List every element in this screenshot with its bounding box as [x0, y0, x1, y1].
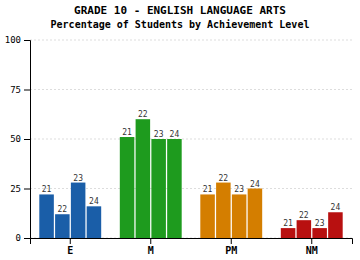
bar-label: 23: [73, 174, 83, 183]
bars: [39, 119, 342, 238]
x-axis: E M PM NM: [31, 238, 353, 256]
y-tick: 25: [10, 184, 30, 194]
x-axis-line: [31, 239, 353, 245]
bar-label: 21: [122, 128, 132, 137]
bar: [120, 137, 135, 238]
bar: [55, 214, 70, 238]
x-tick-mark: [70, 238, 71, 244]
bar-label: 21: [203, 185, 213, 194]
y-tick-label: 0: [16, 233, 21, 243]
bar: [216, 183, 231, 238]
bar-label: 24: [250, 180, 260, 189]
bar-label: 23: [234, 185, 244, 194]
bar: [312, 228, 327, 238]
bar-label: 21: [283, 219, 293, 228]
chart-container: GRADE 10 - ENGLISH LANGUAGE ARTS Percenta…: [0, 0, 360, 260]
x-tick-label: E: [67, 245, 73, 256]
y-tick: 75: [10, 85, 30, 95]
y-tick: 50: [10, 134, 30, 144]
bar: [281, 228, 296, 238]
x-tick-label: M: [148, 245, 154, 256]
y-tick-label: 75: [10, 85, 21, 95]
bar-label: 21: [42, 185, 52, 194]
y-tick-label: 100: [5, 35, 21, 45]
y-tick-mark: [24, 139, 30, 140]
bar: [39, 194, 54, 238]
bar-label: 24: [89, 197, 99, 206]
bar-label: 24: [331, 203, 341, 212]
x-tick-label: NM: [306, 245, 318, 256]
chart-svg: GRADE 10 - ENGLISH LANGUAGE ARTS Percenta…: [0, 0, 360, 260]
bar-label: 23: [315, 219, 325, 228]
y-tick-mark: [24, 189, 30, 190]
y-tick-label: 50: [10, 134, 21, 144]
grid-line: [30, 89, 352, 90]
bar: [136, 119, 151, 238]
x-tick: E: [67, 238, 73, 256]
x-tick-label: PM: [225, 245, 237, 256]
x-tick: M: [148, 238, 154, 256]
x-tick-mark: [231, 238, 232, 244]
bar-label: 22: [138, 110, 148, 119]
bar: [151, 139, 166, 238]
bar: [328, 212, 343, 238]
bar-labels: 21 21 21 21 22 22 22 22 23 23 23 23 24 24 24 24: [42, 110, 341, 228]
bar-label: 23: [154, 130, 164, 139]
y-tick-mark: [24, 90, 30, 91]
bar: [167, 139, 182, 238]
y-tick-label: 25: [10, 184, 21, 194]
grid-line: [30, 139, 352, 140]
bar-label: 22: [58, 205, 68, 214]
bar: [297, 220, 312, 238]
bar: [248, 189, 263, 239]
title: GRADE 10 - ENGLISH LANGUAGE ARTS: [74, 4, 286, 17]
bar: [71, 183, 86, 238]
bar: [200, 194, 215, 238]
y-tick-mark: [24, 238, 30, 239]
y-tick: 0: [16, 233, 30, 243]
x-tick-mark: [150, 238, 151, 244]
y-tick: 100: [5, 35, 30, 45]
bar-label: 22: [299, 211, 309, 220]
subtitle: Percentage of Students by Achievement Le…: [51, 19, 310, 30]
bar-label: 22: [219, 174, 229, 183]
grid: [30, 40, 352, 238]
bar: [232, 194, 247, 238]
x-tick: PM: [225, 238, 237, 256]
y-axis: 0 25 50 75 100: [5, 35, 31, 243]
bar: [87, 206, 102, 238]
grid-line: [30, 40, 352, 41]
x-tick-mark: [311, 238, 312, 244]
y-tick-mark: [24, 40, 30, 41]
bar-label: 24: [170, 130, 180, 139]
x-tick: NM: [306, 238, 318, 256]
y-axis-line: [24, 41, 31, 239]
